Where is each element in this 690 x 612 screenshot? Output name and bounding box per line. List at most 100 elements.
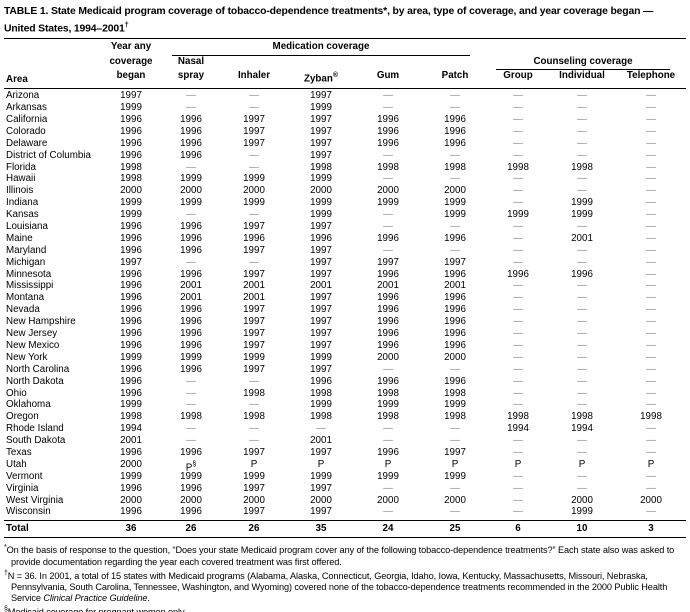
year-began-cell: 1996 — [120, 482, 142, 494]
nasal-spray-cell: 1999 — [180, 470, 202, 482]
nasal-spray-cell: — — [186, 399, 196, 411]
nasal-spray-cell: — — [186, 256, 196, 268]
table-row: New Hampshire 1996 1996 1997 1997 1996 1… — [4, 316, 686, 328]
nasal-spray-cell: — — [186, 209, 196, 221]
table-row: Maryland 1996 1996 1997 1997 — — — — — — [4, 245, 686, 257]
gum-cell: 24 — [382, 523, 394, 535]
nasal-spray-cell: 1996 — [180, 125, 202, 137]
year-began-cell: 36 — [125, 523, 137, 535]
year-began-cell: 1996 — [120, 221, 142, 233]
medication-coverage-label: Medication coverage — [172, 41, 470, 56]
telephone-cell: — — [646, 351, 656, 363]
table-row: Oklahoma 1999 — — 1999 1999 1999 — — — — [4, 399, 686, 411]
nasal-spray-cell: 1996 — [180, 244, 202, 256]
inhaler-cell: — — [249, 149, 259, 161]
inhaler-cell: 1999 — [243, 351, 265, 363]
group-cell: — — [513, 494, 523, 506]
area-cell: Colorado — [6, 125, 46, 137]
group-cell: — — [513, 137, 523, 149]
patch-cell: — — [450, 506, 460, 518]
patch-cell: 1999 — [444, 197, 466, 209]
telephone-cell: — — [646, 125, 656, 137]
footnote-section-text: Medicaid coverage for pregnant women onl… — [8, 608, 187, 612]
group-cell: — — [513, 280, 523, 292]
year-began-cell: 1999 — [120, 470, 142, 482]
individual-cell: 1996 — [571, 268, 593, 280]
patch-cell: — — [450, 423, 460, 435]
patch-cell: 1996 — [444, 137, 466, 149]
gum-cell: 1998 — [377, 411, 399, 423]
inhaler-cell: 1997 — [243, 506, 265, 518]
table-row: Illinois 2000 2000 2000 2000 2000 2000 —… — [4, 185, 686, 197]
table-row: North Dakota 1996 — — 1996 1996 1996 — —… — [4, 376, 686, 388]
gum-cell: 1996 — [377, 114, 399, 126]
group-cell: — — [513, 125, 523, 137]
table-row: Wisconsin 1996 1996 1997 1997 — — — 1999… — [4, 506, 686, 518]
header-area: Area — [6, 73, 28, 85]
individual-cell: 1998 — [571, 411, 593, 423]
nasal-spray-cell: — — [186, 161, 196, 173]
year-began-cell: 1996 — [120, 304, 142, 316]
group-cell: — — [513, 90, 523, 102]
gum-cell: — — [383, 209, 393, 221]
table-row: Delaware 1996 1996 1997 1997 1996 1996 —… — [4, 138, 686, 150]
group-cell: — — [513, 185, 523, 197]
footnote-dagger: †N = 36. In 2001, a total of 15 states w… — [4, 568, 686, 605]
area-cell: Florida — [6, 161, 36, 173]
area-cell: Virginia — [6, 482, 39, 494]
gum-cell: — — [383, 173, 393, 185]
telephone-cell: — — [646, 446, 656, 458]
patch-cell: 1998 — [444, 411, 466, 423]
group-cell: — — [513, 197, 523, 209]
telephone-cell: — — [646, 399, 656, 411]
area-cell: New Mexico — [6, 339, 60, 351]
nasal-spray-cell: 26 — [185, 523, 197, 535]
header-group: Group — [503, 70, 533, 82]
gum-cell: 1996 — [377, 328, 399, 340]
table-body: Arizona 1997 — — 1997 — — — — — Arkansas… — [4, 89, 686, 537]
individual-cell: — — [577, 185, 587, 197]
year-began-cell: 1996 — [120, 137, 142, 149]
individual-cell: — — [577, 435, 587, 447]
year-began-cell: 1996 — [120, 232, 142, 244]
individual-cell: — — [577, 363, 587, 375]
nasal-spray-cell: P§ — [185, 460, 197, 474]
zyban-cell: 1998 — [310, 411, 332, 423]
telephone-cell: — — [646, 232, 656, 244]
zyban-cell: 1999 — [310, 173, 332, 185]
zyban-cell: P — [317, 458, 325, 470]
inhaler-cell: — — [249, 90, 259, 102]
nasal-spray-cell: 1996 — [180, 221, 202, 233]
individual-cell: 1998 — [571, 161, 593, 173]
individual-cell: — — [577, 173, 587, 185]
zyban-cell: 1999 — [310, 399, 332, 411]
inhaler-cell: 1997 — [243, 339, 265, 351]
patch-cell: 1996 — [444, 268, 466, 280]
year-began-cell: 1996 — [120, 506, 142, 518]
individual-cell: — — [577, 292, 587, 304]
individual-cell: 1994 — [571, 423, 593, 435]
area-cell: Rhode Island — [6, 423, 64, 435]
gum-cell: 2000 — [377, 351, 399, 363]
asterisk-marker: * — [4, 544, 7, 552]
group-cell: — — [513, 387, 523, 399]
nasal-spray-cell: 1996 — [180, 232, 202, 244]
header-inhaler: Inhaler — [237, 70, 271, 82]
gum-cell: 1996 — [377, 339, 399, 351]
gum-cell: 1998 — [377, 161, 399, 173]
inhaler-cell: 2000 — [243, 185, 265, 197]
gum-cell: 1996 — [377, 232, 399, 244]
individual-cell: — — [577, 304, 587, 316]
individual-cell: — — [577, 114, 587, 126]
patch-cell: 1997 — [444, 446, 466, 458]
inhaler-cell: 1999 — [243, 470, 265, 482]
patch-cell: 1996 — [444, 292, 466, 304]
gum-cell: 1996 — [377, 304, 399, 316]
patch-cell: — — [450, 482, 460, 494]
zyban-cell: 1997 — [310, 363, 332, 375]
year-began-cell: 1996 — [120, 292, 142, 304]
inhaler-cell: — — [249, 161, 259, 173]
table-row: Montana 1996 2001 2001 1997 1996 1996 — … — [4, 292, 686, 304]
title-rule — [4, 38, 686, 40]
gum-cell: — — [383, 102, 393, 114]
